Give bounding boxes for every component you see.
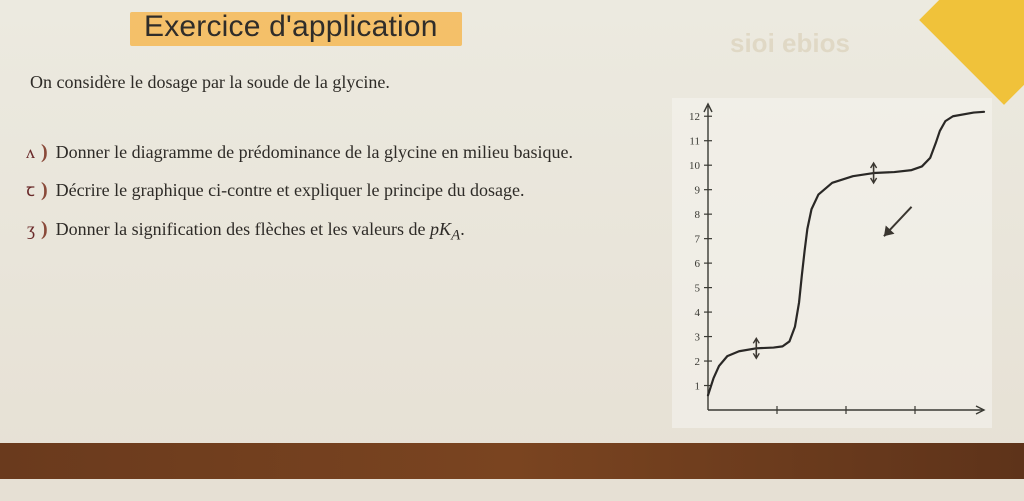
ghost-text: sioi ebios: [730, 28, 850, 59]
question-marker: ʌ: [15, 142, 35, 163]
question-marker: ʒ: [15, 219, 35, 240]
svg-text:10: 10: [689, 160, 701, 172]
page: Exercice d'application On considère le d…: [0, 0, 1024, 501]
svg-text:2: 2: [695, 356, 701, 368]
paren-icon: ): [41, 179, 48, 202]
svg-text:7: 7: [695, 234, 701, 246]
question-text: Décrire le graphique ci-contre et expliq…: [56, 178, 525, 202]
svg-text:12: 12: [689, 111, 700, 123]
title-block: Exercice d'application: [130, 6, 462, 50]
question-text: Donner la signification des flèches et l…: [56, 217, 465, 246]
svg-text:1: 1: [695, 381, 701, 393]
question-text: Donner le diagramme de prédominance de l…: [56, 140, 573, 164]
question-list: ʌ ) Donner le diagramme de prédominance …: [15, 140, 665, 259]
footer-band: [0, 443, 1024, 479]
svg-text:5: 5: [695, 283, 701, 295]
question-marker: ꞇ: [15, 178, 35, 202]
svg-text:9: 9: [695, 185, 701, 197]
svg-text:4: 4: [695, 307, 701, 319]
corner-fold: [919, 0, 1024, 105]
paren-icon: ): [41, 218, 48, 241]
svg-text:3: 3: [695, 332, 701, 344]
paren-icon: ): [41, 141, 48, 164]
question-item: ʌ ) Donner le diagramme de prédominance …: [15, 140, 665, 164]
svg-text:11: 11: [689, 136, 700, 148]
svg-text:8: 8: [695, 209, 701, 221]
question-item: ꞇ ) Décrire le graphique ci-contre et ex…: [15, 178, 665, 202]
svg-text:6: 6: [695, 258, 701, 270]
titration-chart: 123456789101112: [672, 98, 992, 428]
page-title: Exercice d'application: [144, 10, 438, 44]
intro-text: On considère le dosage par la soude de l…: [30, 72, 390, 93]
question-item: ʒ ) Donner la signification des flèches …: [15, 217, 665, 246]
